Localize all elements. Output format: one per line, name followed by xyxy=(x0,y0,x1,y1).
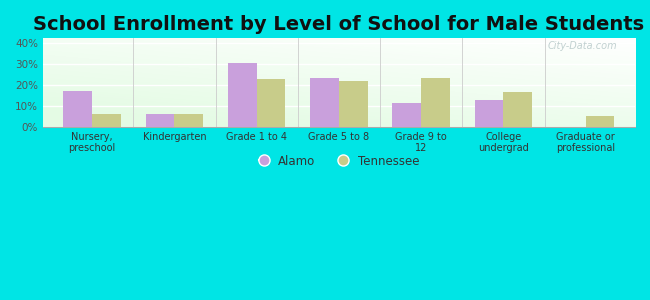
Bar xyxy=(310,78,339,127)
Bar xyxy=(64,91,92,127)
Bar xyxy=(92,114,121,127)
Bar xyxy=(257,80,285,127)
Bar xyxy=(421,78,450,127)
Title: School Enrollment by Level of School for Male Students: School Enrollment by Level of School for… xyxy=(33,15,645,34)
Bar xyxy=(174,114,203,127)
Legend: Alamo, Tennessee: Alamo, Tennessee xyxy=(254,150,424,172)
Bar xyxy=(586,116,614,127)
Bar xyxy=(339,80,368,127)
Bar xyxy=(228,63,257,127)
Bar xyxy=(393,103,421,127)
Bar xyxy=(503,92,532,127)
Bar xyxy=(146,114,174,127)
Text: City-Data.com: City-Data.com xyxy=(547,41,618,51)
Bar xyxy=(474,100,503,127)
